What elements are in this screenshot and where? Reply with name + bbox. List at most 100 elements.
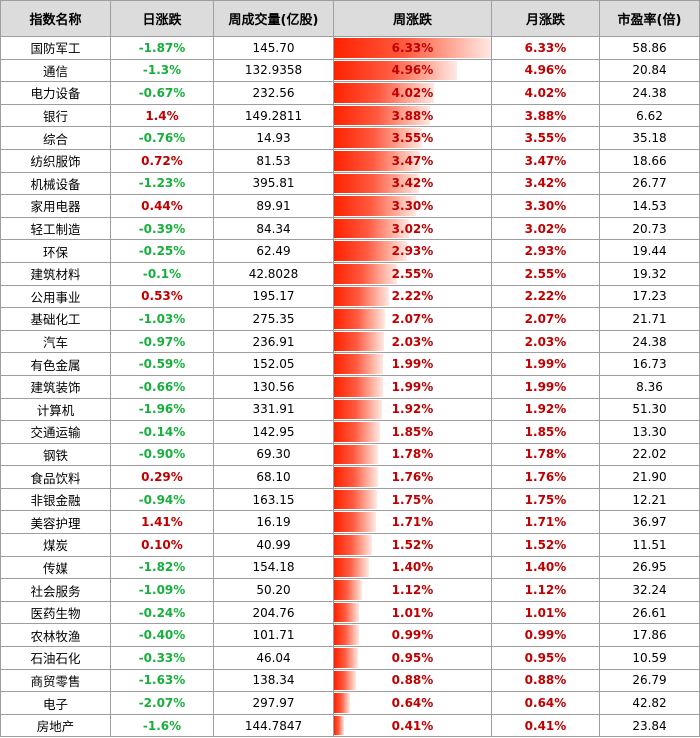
weekly-volume-cell: 232.56	[213, 81, 334, 105]
index-name-cell: 农林牧渔	[0, 623, 111, 648]
index-name-cell: 综合	[0, 126, 111, 150]
index-name-cell: 电子	[0, 691, 111, 715]
table-row: 电子 -2.07% 297.97 0.64% 0.64% 42.82	[0, 691, 700, 715]
weekly-change-cell: 1.85%	[333, 420, 492, 444]
pe-ratio-cell: 21.71	[599, 307, 700, 331]
daily-change-cell: -0.14%	[110, 420, 214, 444]
table-row: 环保 -0.25% 62.49 2.93% 2.93% 19.44	[0, 239, 700, 263]
daily-change-cell: -1.87%	[110, 36, 214, 60]
daily-change-cell: 1.41%	[110, 510, 214, 535]
weekly-change-cell: 1.76%	[333, 465, 492, 489]
daily-change-cell: -0.90%	[110, 442, 214, 467]
pe-ratio-cell: 26.95	[599, 555, 700, 580]
daily-change-cell: -1.96%	[110, 397, 214, 422]
pe-ratio-cell: 17.23	[599, 284, 700, 309]
table-row: 食品饮料 0.29% 68.10 1.76% 1.76% 21.90	[0, 465, 700, 489]
weekly-volume-cell: 152.05	[213, 352, 334, 376]
daily-change-cell: -0.66%	[110, 374, 214, 399]
pe-ratio-cell: 13.30	[599, 420, 700, 444]
weekly-change-value: 1.99%	[391, 379, 434, 394]
monthly-change-cell: 3.30%	[491, 194, 600, 218]
table-row: 医药生物 -0.24% 204.76 1.01% 1.01% 26.61	[0, 600, 700, 625]
weekly-change-bar	[334, 263, 398, 284]
pe-ratio-cell: 11.51	[599, 533, 700, 557]
header-weekly-change: 周涨跌	[333, 0, 492, 37]
weekly-change-bar	[334, 625, 359, 646]
index-name-cell: 医药生物	[0, 600, 111, 625]
table-row: 交通运输 -0.14% 142.95 1.85% 1.85% 13.30	[0, 420, 700, 444]
weekly-change-bar	[334, 580, 362, 600]
weekly-change-bar	[334, 38, 491, 58]
weekly-change-cell: 0.99%	[333, 623, 492, 648]
weekly-change-bar	[334, 512, 377, 533]
weekly-change-cell: 3.30%	[333, 194, 492, 218]
monthly-change-cell: 1.12%	[491, 578, 600, 602]
weekly-volume-cell: 132.9358	[213, 58, 334, 83]
table-row: 汽车 -0.97% 236.91 2.03% 2.03% 24.38	[0, 329, 700, 354]
monthly-change-cell: 3.88%	[491, 103, 600, 128]
weekly-change-value: 2.07%	[391, 311, 434, 326]
weekly-volume-cell: 195.17	[213, 284, 334, 309]
weekly-change-bar	[334, 173, 419, 194]
weekly-change-value: 6.33%	[391, 40, 434, 55]
pe-ratio-cell: 23.84	[599, 713, 700, 738]
weekly-volume-cell: 331.91	[213, 397, 334, 422]
weekly-change-value: 0.41%	[391, 718, 434, 733]
daily-change-cell: -1.3%	[110, 58, 214, 83]
weekly-change-value: 1.75%	[391, 492, 434, 507]
index-name-cell: 家用电器	[0, 194, 111, 218]
weekly-change-value: 1.01%	[391, 605, 434, 620]
weekly-change-value: 1.12%	[391, 583, 434, 598]
weekly-change-value: 1.40%	[391, 560, 434, 575]
index-name-cell: 房地产	[0, 713, 111, 738]
weekly-volume-cell: 275.35	[213, 307, 334, 331]
weekly-change-cell: 3.02%	[333, 216, 492, 241]
weekly-change-cell: 0.95%	[333, 646, 492, 670]
weekly-change-bar	[334, 693, 350, 713]
weekly-change-value: 0.99%	[391, 628, 434, 643]
table-row: 电力设备 -0.67% 232.56 4.02% 4.02% 24.38	[0, 81, 700, 105]
pe-ratio-cell: 18.66	[599, 148, 700, 173]
weekly-volume-cell: 149.2811	[213, 103, 334, 128]
table-row: 传媒 -1.82% 154.18 1.40% 1.40% 26.95	[0, 555, 700, 580]
daily-change-cell: -0.40%	[110, 623, 214, 648]
daily-change-cell: -1.09%	[110, 578, 214, 602]
daily-change-cell: -0.67%	[110, 81, 214, 105]
pe-ratio-cell: 36.97	[599, 510, 700, 535]
weekly-change-bar	[334, 128, 423, 148]
weekly-change-cell: 0.64%	[333, 691, 492, 715]
daily-change-cell: -0.76%	[110, 126, 214, 150]
pe-ratio-cell: 26.61	[599, 600, 700, 625]
daily-change-cell: -0.24%	[110, 600, 214, 625]
pe-ratio-cell: 17.86	[599, 623, 700, 648]
weekly-change-cell: 1.40%	[333, 555, 492, 580]
pe-ratio-cell: 35.18	[599, 126, 700, 150]
daily-change-cell: 1.4%	[110, 103, 214, 128]
weekly-change-cell: 2.22%	[333, 284, 492, 309]
weekly-volume-cell: 236.91	[213, 329, 334, 354]
index-name-cell: 环保	[0, 239, 111, 263]
monthly-change-cell: 1.92%	[491, 397, 600, 422]
weekly-change-value: 4.02%	[391, 85, 434, 100]
monthly-change-cell: 1.01%	[491, 600, 600, 625]
table-body: 国防军工 -1.87% 145.70 6.33% 6.33% 58.86 通信 -1.3% 13…	[0, 36, 700, 738]
weekly-change-bar	[334, 399, 382, 420]
weekly-volume-cell: 69.30	[213, 442, 334, 467]
index-name-cell: 建筑材料	[0, 261, 111, 286]
pe-ratio-cell: 26.77	[599, 171, 700, 196]
weekly-change-cell: 1.71%	[333, 510, 492, 535]
weekly-change-cell: 6.33%	[333, 36, 492, 60]
weekly-volume-cell: 16.19	[213, 510, 334, 535]
index-name-cell: 机械设备	[0, 171, 111, 196]
weekly-change-value: 1.92%	[391, 402, 434, 417]
table-row: 综合 -0.76% 14.93 3.55% 3.55% 35.18	[0, 126, 700, 150]
daily-change-cell: -0.39%	[110, 216, 214, 241]
table-row: 美容护理 1.41% 16.19 1.71% 1.71% 36.97	[0, 510, 700, 535]
weekly-change-cell: 4.96%	[333, 58, 492, 83]
weekly-change-bar	[334, 218, 409, 239]
pe-ratio-cell: 42.82	[599, 691, 700, 715]
header-index-name: 指数名称	[0, 0, 111, 37]
weekly-volume-cell: 144.7847	[213, 713, 334, 738]
weekly-volume-cell: 130.56	[213, 374, 334, 399]
weekly-change-cell: 4.02%	[333, 81, 492, 105]
